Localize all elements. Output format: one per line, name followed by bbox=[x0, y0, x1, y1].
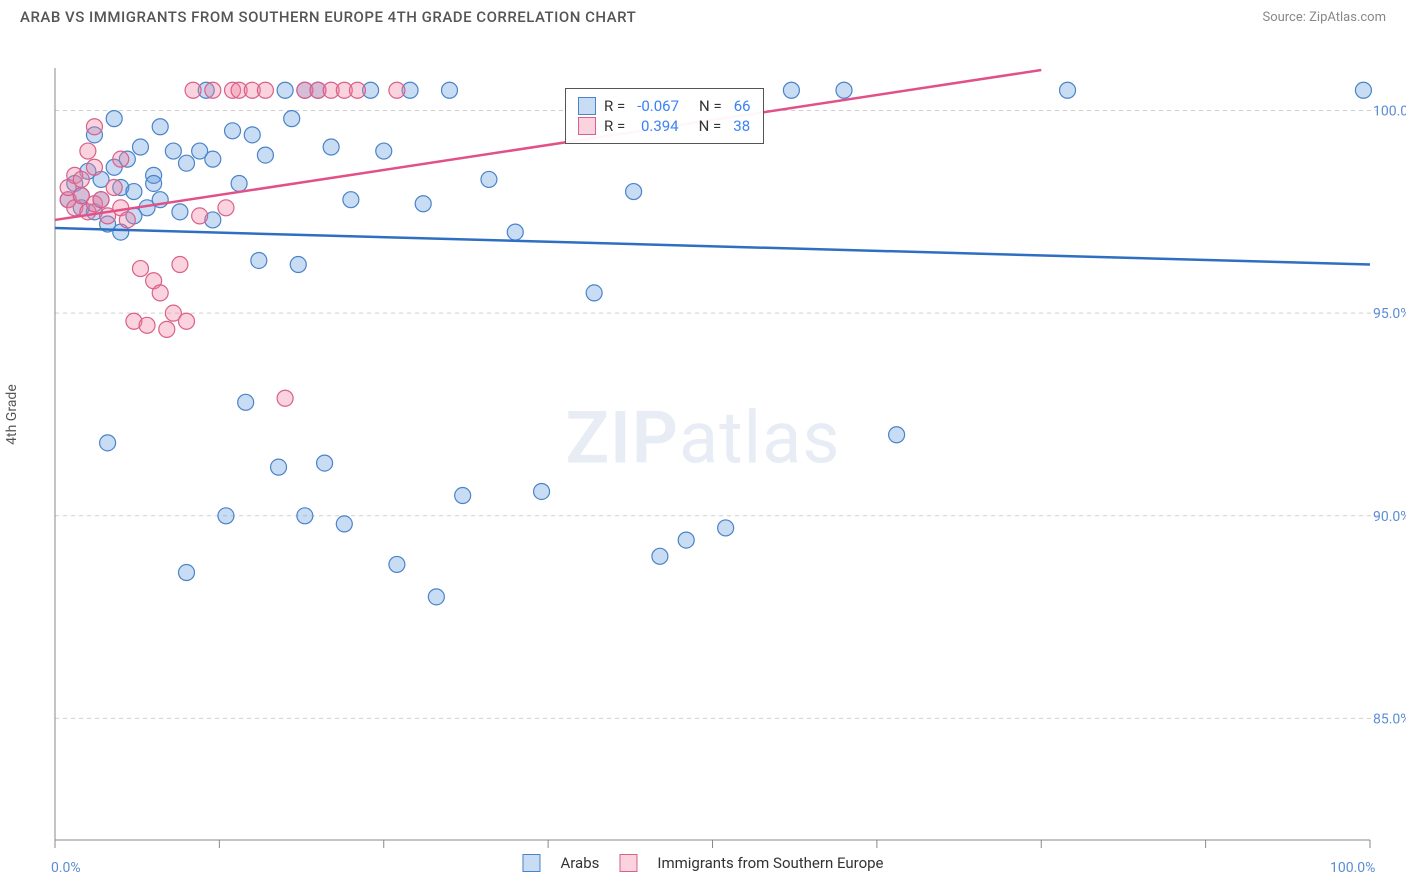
series1-legend-swatch-icon bbox=[522, 854, 540, 872]
x-axis-left-label: 0.0% bbox=[51, 860, 81, 876]
series2-legend-label: Immigrants from Southern Europe bbox=[657, 854, 883, 872]
chart-title: ARAB VS IMMIGRANTS FROM SOUTHERN EUROPE … bbox=[20, 8, 636, 26]
svg-text:100.0%: 100.0% bbox=[1373, 104, 1406, 120]
series1-legend-label: Arabs bbox=[560, 854, 599, 872]
chart-area: 4th Grade 85.0%90.0%95.0%100.0% ZIPatlas… bbox=[0, 30, 1406, 880]
x-axis-right-label: 100.0% bbox=[1330, 860, 1375, 876]
series1-r-value: -0.067 bbox=[637, 97, 679, 115]
series1-n-value: 66 bbox=[734, 97, 751, 115]
series1-swatch-icon bbox=[578, 97, 596, 115]
y-axis-label: 4th Grade bbox=[4, 384, 20, 445]
source-label: Source: ZipAtlas.com bbox=[1262, 10, 1386, 25]
stats-row-series1: R = -0.067 N = 66 bbox=[578, 97, 751, 115]
stats-row-series2: R = 0.394 N = 38 bbox=[578, 117, 751, 135]
svg-text:90.0%: 90.0% bbox=[1373, 509, 1406, 525]
bottom-legend: Arabs Immigrants from Southern Europe bbox=[522, 854, 883, 872]
series2-legend-swatch-icon bbox=[619, 854, 637, 872]
svg-text:95.0%: 95.0% bbox=[1373, 306, 1406, 322]
scatter-plot-svg: 85.0% 90.0% 95.0% 100.0% bbox=[0, 30, 1406, 880]
stats-legend-box: R = -0.067 N = 66 R = 0.394 N = 38 bbox=[565, 88, 764, 144]
series2-n-value: 38 bbox=[733, 117, 750, 135]
series2-r-value: 0.394 bbox=[637, 117, 678, 135]
series2-swatch-icon bbox=[578, 117, 596, 135]
svg-text:85.0%: 85.0% bbox=[1373, 711, 1406, 727]
